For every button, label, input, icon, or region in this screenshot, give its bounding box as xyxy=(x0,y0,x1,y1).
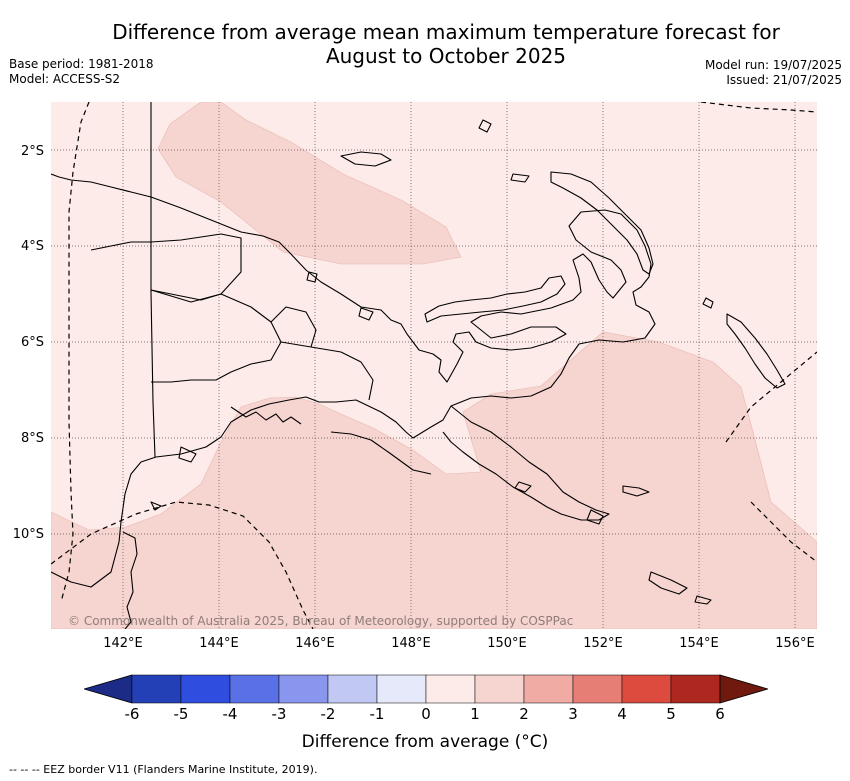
eez-borders xyxy=(51,102,817,629)
colorbar-tick-label: 1 xyxy=(470,705,480,723)
lat-label-6s: 6°S xyxy=(20,335,44,350)
new-britain xyxy=(424,275,566,323)
model-run: Model run: 19/07/2025 xyxy=(704,58,842,72)
woodlark xyxy=(622,485,650,497)
colorbar-tick-label: -3 xyxy=(271,705,287,723)
lat-label-10s: 10°S xyxy=(12,527,44,542)
colorbar-label: Difference from average (°C) xyxy=(301,732,549,752)
lon-label-142e: 142°E xyxy=(103,636,143,651)
colorbar-cell xyxy=(131,674,182,704)
cape-york xyxy=(122,531,138,629)
lon-label-148e: 148°E xyxy=(391,636,431,651)
colorbar-cell xyxy=(278,674,329,704)
province-border-2 xyxy=(150,289,282,383)
meta-left: Base period: 1981-2018 Model: ACCESS-S2 xyxy=(9,57,154,87)
colorbar-cell xyxy=(474,674,525,704)
new-hanover xyxy=(510,173,530,183)
karkar xyxy=(306,271,318,283)
rossel xyxy=(694,595,712,605)
anomaly-zone-south xyxy=(51,331,817,629)
colorbar-tick-label: -6 xyxy=(124,705,140,723)
colorbar-cell xyxy=(180,674,231,704)
eez-border-northeast xyxy=(700,102,817,113)
title-line-1: Difference from average mean maximum tem… xyxy=(112,20,780,44)
colorbar xyxy=(84,674,768,704)
lon-label-150e: 150°E xyxy=(487,636,527,651)
colorbar-cell xyxy=(425,674,476,704)
eez-legend: -- -- -- EEZ border V11 (Flanders Marine… xyxy=(9,763,318,776)
colorbar-tick-label: -4 xyxy=(222,705,238,723)
map-svg xyxy=(51,102,817,629)
dentrecasteaux xyxy=(586,509,604,525)
base-period: Base period: 1981-2018 xyxy=(9,57,154,71)
model-name: Model: ACCESS-S2 xyxy=(9,72,121,86)
colorbar-cell xyxy=(327,674,378,704)
lat-label-2s: 2°S xyxy=(20,144,44,159)
copyright-notice: © Commonwealth of Australia 2025, Bureau… xyxy=(68,614,574,628)
lon-label-144e: 144°E xyxy=(199,636,239,651)
umboi xyxy=(358,307,374,321)
papuan-tail xyxy=(442,405,610,521)
colorbar-tick-label: 3 xyxy=(568,705,578,723)
colorbar-tick-label: 2 xyxy=(519,705,529,723)
new-guinea-coast xyxy=(51,173,656,588)
bougainville-north xyxy=(702,297,714,309)
international-border xyxy=(150,102,156,458)
colorbar-tick-label: 5 xyxy=(666,705,676,723)
colorbar-tick-label: 6 xyxy=(715,705,725,723)
colorbar-extend-high xyxy=(719,674,768,704)
colorbar-tick-label: -1 xyxy=(369,705,385,723)
manus-island xyxy=(340,151,392,167)
colorbar-cell xyxy=(621,674,672,704)
colorbar-tick-label: 4 xyxy=(617,705,627,723)
southern-coast-islands xyxy=(178,446,197,463)
title-line-2: August to October 2025 xyxy=(325,44,567,68)
colorbar-tick-label: 0 xyxy=(421,705,431,723)
bougainville xyxy=(726,313,786,389)
province-border-1 xyxy=(90,233,242,301)
colorbar-tick-label: -5 xyxy=(173,705,189,723)
eez-border-east xyxy=(725,351,817,443)
colorbar-cell xyxy=(376,674,427,704)
colorbar-cell xyxy=(523,674,574,704)
colorbar-extend-low xyxy=(84,674,133,704)
lat-label-8s: 8°S xyxy=(20,431,44,446)
colorbar-tick-label: -2 xyxy=(320,705,336,723)
trobriand xyxy=(514,481,532,493)
new-ireland xyxy=(550,171,654,275)
colorbar-cell xyxy=(229,674,280,704)
fly-river-delta xyxy=(230,406,302,425)
province-border-4 xyxy=(330,431,432,475)
lon-label-156e: 156°E xyxy=(775,636,815,651)
province-border-5 xyxy=(270,306,317,348)
map-title: Difference from average mean maximum tem… xyxy=(70,20,822,68)
anomaly-zone-north xyxy=(157,102,462,265)
lon-label-154e: 154°E xyxy=(679,636,719,651)
lon-label-146e: 146°E xyxy=(295,636,335,651)
colorbar-cell xyxy=(670,674,721,704)
eez-border-west xyxy=(60,102,90,603)
lat-label-4s: 4°S xyxy=(20,239,44,254)
louisiade xyxy=(648,571,688,595)
province-border-3 xyxy=(280,341,374,401)
torres-islands xyxy=(150,501,162,511)
colorbar-cell xyxy=(572,674,623,704)
map-panel xyxy=(51,102,817,629)
mussau xyxy=(478,119,492,133)
eez-border-south xyxy=(51,501,314,629)
eez-border-southeast xyxy=(750,501,817,563)
meta-right: Model run: 19/07/2025 Issued: 21/07/2025 xyxy=(705,58,842,88)
coastlines xyxy=(51,102,786,629)
lon-label-152e: 152°E xyxy=(583,636,623,651)
issued-date: Issued: 21/07/2025 xyxy=(726,73,842,87)
